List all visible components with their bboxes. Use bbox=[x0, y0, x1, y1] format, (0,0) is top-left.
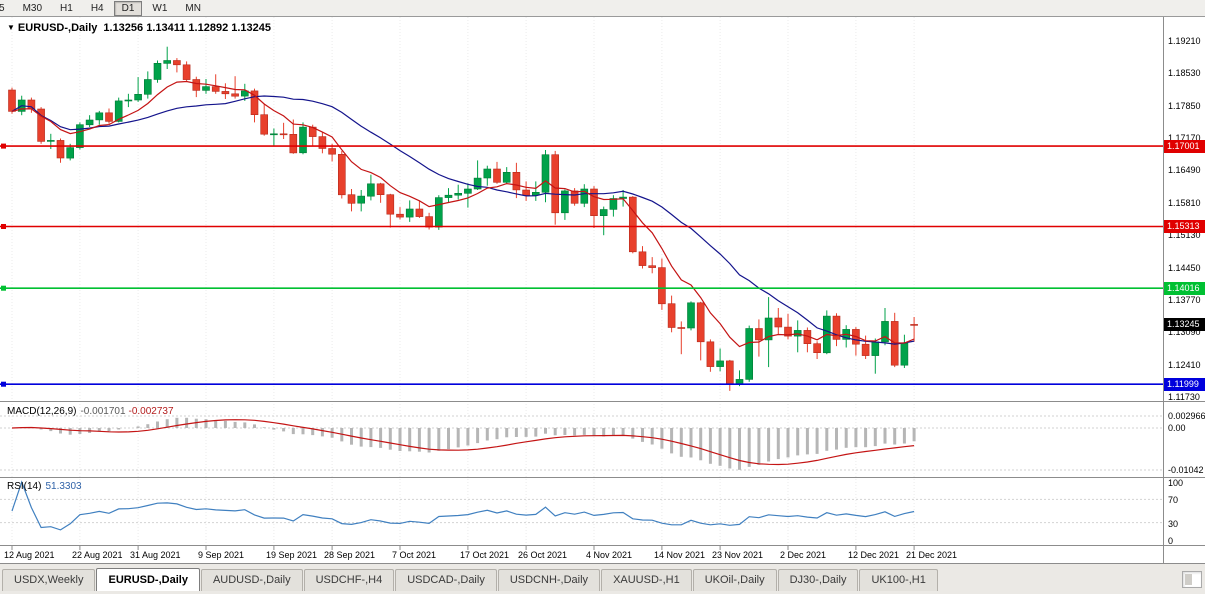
timeframe-toolbar: 5 M30 H1 H4 D1 W1 MN bbox=[0, 0, 1205, 17]
hline-price-tag: 1.11999 bbox=[1164, 378, 1205, 391]
macd-tick-label: 0.002966 bbox=[1168, 411, 1205, 421]
macd-name: MACD(12,26,9) bbox=[7, 406, 77, 417]
chart-title: ▼ EURUSD-,Daily 1.13256 1.13411 1.12892 1.… bbox=[7, 22, 271, 34]
chart-symbol-label: EURUSD-,Daily bbox=[17, 22, 98, 34]
price-tick-label: 1.19210 bbox=[1168, 36, 1201, 46]
macd-label: MACD(12,26,9) -0.001701 -0.002737 bbox=[7, 406, 174, 417]
date-tick-label: 26 Oct 2021 bbox=[518, 550, 568, 560]
macd-value-main: -0.001701 bbox=[80, 406, 126, 417]
date-tick-label: 7 Oct 2021 bbox=[392, 550, 437, 560]
chevron-down-icon[interactable]: ▼ bbox=[7, 23, 15, 32]
tab-AUDUSD-Daily[interactable]: AUDUSD-,Daily bbox=[200, 569, 303, 591]
rsi-tick-label: 0 bbox=[1168, 536, 1174, 546]
tab-USDCAD-Daily[interactable]: USDCAD-,Daily bbox=[395, 569, 497, 591]
rsi-name: RSI(14) bbox=[7, 481, 42, 492]
price-tick-label: 1.18530 bbox=[1168, 68, 1201, 78]
chart-tabs: USDX,Weekly EURUSD-,Daily AUDUSD-,Daily USD… bbox=[2, 568, 939, 591]
pane-divider-timeaxis bbox=[0, 545, 1205, 546]
rsi-tick-label: 100 bbox=[1168, 478, 1184, 488]
price-tick-label: 1.15810 bbox=[1168, 198, 1201, 208]
tab-USDCNH-Daily[interactable]: USDCNH-,Daily bbox=[497, 569, 601, 591]
date-tick-label: 21 Dec 2021 bbox=[906, 550, 958, 560]
rsi-label: RSI(14) 51.3303 bbox=[7, 481, 82, 492]
horizontal-lines[interactable] bbox=[0, 143, 1163, 387]
macd-histogram bbox=[20, 417, 916, 470]
price-tick-label: 1.17170 bbox=[1168, 133, 1201, 143]
hline-price-tag: 1.15313 bbox=[1164, 220, 1205, 233]
chart-tab-bar: USDX,Weekly EURUSD-,Daily AUDUSD-,Daily USD… bbox=[0, 563, 1205, 594]
tab-DJ30-Daily[interactable]: DJ30-,Daily bbox=[777, 569, 859, 591]
date-tick-label: 22 Aug 2021 bbox=[72, 550, 123, 560]
tab-UK100-H1[interactable]: UK100-,H1 bbox=[859, 569, 938, 591]
date-tick-label: 28 Sep 2021 bbox=[324, 550, 376, 560]
date-tick-label: 14 Nov 2021 bbox=[654, 550, 706, 560]
timeframe-button-H4[interactable]: H4 bbox=[90, 2, 104, 14]
timeframe-button-5[interactable]: 5 bbox=[0, 2, 5, 14]
hline-price-tag: 1.17001 bbox=[1164, 140, 1205, 153]
price-tick-label: 1.17850 bbox=[1168, 101, 1201, 111]
timeframe-button-M30[interactable]: M30 bbox=[22, 2, 43, 14]
price-tick-label: 1.12410 bbox=[1168, 360, 1201, 370]
timeframe-button-H1[interactable]: H1 bbox=[60, 2, 73, 14]
price-tick-label: 1.15130 bbox=[1168, 230, 1201, 240]
price-tick-label: 1.13090 bbox=[1168, 327, 1201, 337]
rsi-tick-label: 70 bbox=[1168, 495, 1179, 505]
tab-USDX-Weekly[interactable]: USDX,Weekly bbox=[2, 569, 96, 591]
pane-divider-macd[interactable] bbox=[0, 401, 1205, 402]
rsi-tick-label: 30 bbox=[1168, 519, 1179, 529]
rsi-line bbox=[11, 480, 915, 531]
timeframe-button-W1[interactable]: W1 bbox=[152, 2, 168, 14]
date-tick-label: 12 Dec 2021 bbox=[848, 550, 900, 560]
timeframe-button-MN[interactable]: MN bbox=[185, 2, 201, 14]
date-tick-label: 23 Nov 2021 bbox=[712, 550, 764, 560]
date-tick-label: 12 Aug 2021 bbox=[4, 550, 55, 560]
tab-scrollbar[interactable] bbox=[1182, 571, 1202, 588]
pane-divider-rsi[interactable] bbox=[0, 477, 1205, 478]
date-tick-label: 19 Sep 2021 bbox=[266, 550, 318, 560]
macd-tick-label: 0.00 bbox=[1168, 423, 1186, 433]
current-price-tag: 1.13245 bbox=[1164, 318, 1205, 331]
chart-ohlc-values: 1.13256 1.13411 1.12892 1.13245 bbox=[103, 22, 272, 34]
hline-price-tag: 1.14016 bbox=[1164, 282, 1205, 295]
timeframe-button-D1[interactable]: D1 bbox=[113, 0, 143, 16]
price-tick-label: 1.11730 bbox=[1168, 392, 1200, 402]
tab-XAUUSD-H1[interactable]: XAUUSD-,H1 bbox=[601, 569, 692, 591]
candlestick-series bbox=[8, 46, 918, 391]
date-tick-label: 17 Oct 2021 bbox=[460, 550, 510, 560]
macd-signal-line bbox=[11, 419, 915, 466]
date-tick-label: 2 Dec 2021 bbox=[780, 550, 827, 560]
ma-slow-line bbox=[11, 95, 915, 345]
tab-USDCHF-H4[interactable]: USDCHF-,H4 bbox=[303, 569, 395, 591]
price-tick-label: 1.14450 bbox=[1168, 263, 1201, 273]
indicator-levels bbox=[0, 415, 1163, 524]
date-tick-label: 31 Aug 2021 bbox=[130, 550, 181, 560]
macd-tick-label: -0.01042 bbox=[1168, 465, 1204, 475]
tab-EURUSD-Daily[interactable]: EURUSD-,Daily bbox=[96, 568, 200, 591]
price-tick-label: 1.16490 bbox=[1168, 165, 1201, 175]
chart-canvas[interactable] bbox=[0, 0, 1163, 563]
price-axis: 1.19210 1.18530 1.17850 1.17170 1.16490 1.158… bbox=[1163, 17, 1205, 563]
date-tick-label: 9 Sep 2021 bbox=[198, 550, 245, 560]
price-tick-label: 1.13770 bbox=[1168, 295, 1201, 305]
tab-scrollbar-thumb[interactable] bbox=[1185, 574, 1192, 585]
macd-value-signal: -0.002737 bbox=[128, 406, 174, 417]
time-tick-marks bbox=[11, 546, 915, 550]
rsi-value: 51.3303 bbox=[45, 481, 82, 492]
tab-UKOil-Daily[interactable]: UKOil-,Daily bbox=[692, 569, 777, 591]
date-tick-label: 4 Nov 2021 bbox=[586, 550, 633, 560]
ma-fast-line bbox=[11, 80, 915, 348]
